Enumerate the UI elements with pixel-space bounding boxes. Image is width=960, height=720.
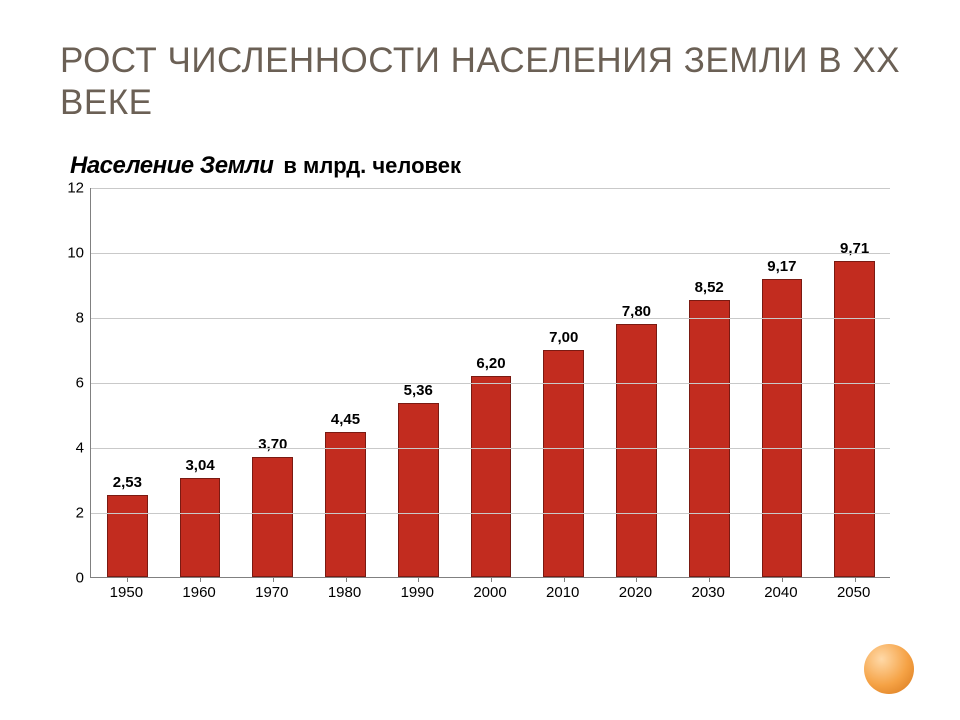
bar: 3,04 [180, 478, 221, 577]
y-tick-label: 2 [76, 505, 84, 522]
population-chart: 024681012 2,533,043,704,455,366,207,007,… [60, 188, 890, 608]
bar: 9,17 [762, 279, 803, 577]
x-tick-label: 2050 [837, 584, 870, 601]
plot-area: 2,53 3,04 3,70 4,45 5,36 6,20 7,00 7,80 8,52 9,17… [90, 188, 890, 578]
bar-value-label: 4,45 [326, 411, 365, 428]
y-axis: 024681012 [60, 188, 88, 578]
bar-value-label: 9,71 [835, 240, 874, 257]
bar-value-label: 5,36 [399, 382, 438, 399]
gridline [91, 448, 890, 449]
bar: 6,20 [471, 376, 512, 578]
x-tick-label: 2010 [546, 584, 579, 601]
x-tick-label: 2040 [764, 584, 797, 601]
bar: 8,52 [689, 300, 730, 577]
x-tick-label: 1990 [401, 584, 434, 601]
bar-value-label: 3,70 [253, 436, 292, 453]
x-tick-label: 1980 [328, 584, 361, 601]
bar-value-label: 3,04 [181, 457, 220, 474]
x-tick-label: 1960 [182, 584, 215, 601]
chart-subtitle: Население Земли в млрд. человек [70, 152, 910, 180]
y-tick-label: 8 [76, 310, 84, 327]
slide-title: РОСТ ЧИСЛЕННОСТИ НАСЕЛЕНИЯ ЗЕМЛИ В XX ВЕ… [60, 40, 910, 124]
gridline [91, 188, 890, 189]
y-tick-label: 12 [67, 180, 84, 197]
x-axis: 1950 1960 1970 1980 1990 2000 2010 2020 2030 2040… [90, 578, 890, 608]
bar: 7,80 [616, 324, 657, 578]
x-tick-label: 1970 [255, 584, 288, 601]
gridline [91, 253, 890, 254]
slide: РОСТ ЧИСЛЕННОСТИ НАСЕЛЕНИЯ ЗЕМЛИ В XX ВЕ… [0, 0, 960, 720]
bar: 2,53 [107, 495, 148, 577]
bar-value-label: 8,52 [690, 279, 729, 296]
bar: 9,71 [834, 261, 875, 577]
bar: 5,36 [398, 403, 439, 577]
bar-value-label: 7,00 [544, 329, 583, 346]
y-tick-label: 0 [76, 570, 84, 587]
bar: 3,70 [252, 457, 293, 577]
y-tick-label: 4 [76, 440, 84, 457]
x-tick-label: 2000 [473, 584, 506, 601]
gridline [91, 383, 890, 384]
bar-value-label: 6,20 [472, 355, 511, 372]
bar-value-label: 7,80 [617, 303, 656, 320]
subtitle-bold: Население Земли [70, 152, 273, 180]
y-tick-label: 6 [76, 375, 84, 392]
decorative-circle-icon [864, 644, 914, 694]
x-tick-label: 2020 [619, 584, 652, 601]
y-tick-label: 10 [67, 245, 84, 262]
bar-value-label: 2,53 [108, 474, 147, 491]
bar-value-label: 9,17 [763, 258, 802, 275]
gridline [91, 513, 890, 514]
x-tick-label: 2030 [691, 584, 724, 601]
subtitle-units: в млрд. человек [283, 153, 461, 179]
gridline [91, 318, 890, 319]
bar: 4,45 [325, 432, 366, 577]
x-tick-label: 1950 [110, 584, 143, 601]
